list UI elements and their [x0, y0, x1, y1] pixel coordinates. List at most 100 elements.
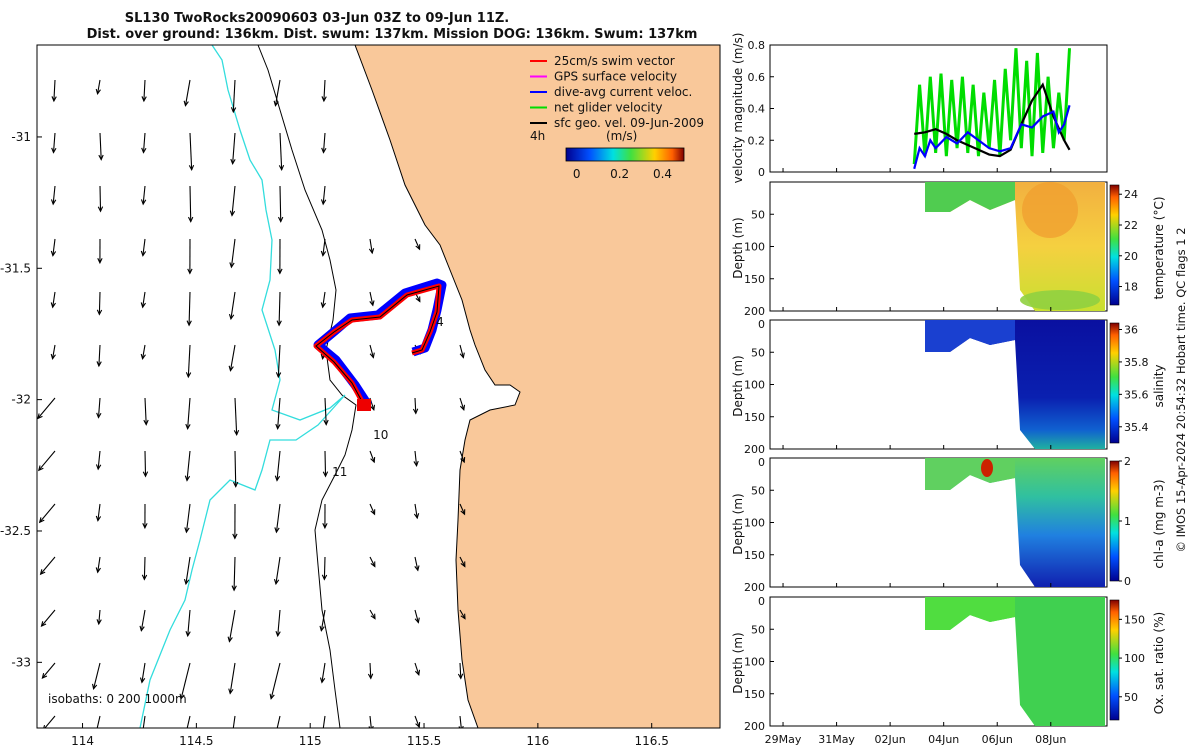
current-arrowhead [179, 693, 185, 700]
current-arrowhead [369, 352, 375, 359]
current-arrowhead [43, 724, 48, 728]
current-arrow [369, 609, 376, 619]
current-arrow [323, 79, 326, 102]
current-arrowhead [139, 677, 146, 684]
depth-tick-label: 50 [751, 346, 765, 359]
current-arrowhead [269, 693, 275, 700]
temperature-ylabel: Depth (m) [731, 217, 745, 278]
current-arrowhead [187, 268, 193, 275]
current-arrowhead [460, 613, 466, 620]
current-arrow [369, 291, 374, 306]
current-arrowhead [184, 475, 191, 482]
current-arrow [99, 185, 102, 212]
colorbar-tick-label: 24 [1124, 188, 1138, 201]
temperature-colorbar [1109, 184, 1120, 306]
depth-tick-label: 200 [744, 581, 765, 594]
current-arrow [52, 291, 56, 308]
current-arrowhead [278, 164, 285, 172]
current-arrowhead [230, 158, 236, 165]
current-arrow [276, 715, 281, 728]
current-arrowhead [142, 471, 149, 478]
colorbar-tick-label: 100 [1124, 652, 1145, 665]
current-arrow [93, 662, 101, 689]
oxygen-field [925, 597, 1105, 726]
current-arrowhead [369, 300, 375, 307]
chla-cb-label: chl-a (mg m-3) [1152, 479, 1166, 568]
current-arrowhead [322, 523, 328, 530]
oxygen-panel: Ox. sat. ratio (%) Depth (m) [731, 596, 1166, 727]
current-arrowhead [228, 688, 234, 695]
depth-tick-label: 100 [744, 379, 765, 392]
current-arrowhead [141, 729, 145, 734]
current-arrow [459, 556, 466, 567]
current-arrowhead [370, 456, 376, 464]
current-arrowhead [460, 561, 466, 568]
current-arrow [52, 132, 56, 153]
current-arrowhead [460, 456, 466, 464]
map-ytick-label: -32 [11, 393, 31, 407]
current-arrowhead [50, 199, 57, 206]
current-arrowhead [229, 741, 233, 746]
current-arrowhead [188, 164, 195, 172]
chla-panel: chl-a (mg m-3) Depth (m) [731, 457, 1166, 588]
current-arrowhead [460, 509, 466, 516]
chart-subtitle: Dist. over ground: 136km. Dist. swum: 13… [87, 27, 698, 42]
map-frame [36, 44, 721, 729]
current-arrowhead [186, 320, 192, 327]
temperature-cb-label: temperature (°C) [1152, 197, 1166, 300]
legend-entry: net glider velocity [554, 101, 662, 115]
current-arrow [414, 238, 421, 250]
current-arrowhead [320, 302, 326, 309]
oxygen-cb-label: Ox. sat. ratio (%) [1152, 612, 1166, 714]
time-tick-label: 08Jun [1035, 733, 1066, 746]
current-arrow [98, 609, 101, 624]
chart-title: SL130 TwoRocks20090603 03-Jun 03Z to 09-… [125, 11, 510, 26]
current-arrow [232, 79, 236, 112]
current-arrow [187, 609, 191, 636]
current-arrowhead [275, 631, 281, 638]
current-arrowhead [414, 565, 420, 572]
current-arrowhead [370, 613, 376, 620]
current-arrowhead [228, 365, 234, 372]
velocity-ytick-label: 0 [758, 166, 765, 179]
track-day-label: 11 [332, 465, 347, 479]
current-arrow [143, 79, 146, 102]
current-arrowhead [277, 268, 283, 275]
current-arrowhead [321, 147, 327, 154]
current-arrow [277, 609, 281, 636]
current-arrow [52, 238, 56, 256]
current-arrow [39, 503, 56, 523]
velocity-series-line [912, 48, 1072, 165]
salinity-colorbar [1109, 322, 1120, 444]
current-arrow [142, 291, 146, 308]
depth-tick-label: 200 [744, 443, 765, 456]
current-arrowhead [274, 475, 281, 482]
colorbar-unit: (m/s) [606, 129, 637, 143]
current-arrowhead [92, 683, 98, 691]
current-arrowhead [415, 296, 421, 303]
chla-ylabel: Depth (m) [731, 493, 745, 554]
speed-colorbar [565, 147, 685, 162]
current-arrowhead [139, 625, 145, 632]
current-arrow [142, 344, 146, 359]
velocity-ytick-label: 0.4 [748, 103, 766, 116]
current-arrow [187, 397, 191, 429]
current-arrow [234, 397, 238, 435]
current-arrow [141, 662, 146, 683]
current-arrow [369, 238, 373, 254]
legend-entry: 25cm/s swim vector [554, 54, 675, 68]
current-arrow [322, 715, 326, 728]
current-arrowhead [233, 429, 240, 437]
track-line [315, 285, 440, 408]
current-arrow [278, 291, 281, 326]
map-x-axis: 114 114.5 115 115.5 116 116.5 [71, 723, 669, 748]
current-arrow [324, 397, 327, 425]
current-arrowhead [227, 636, 233, 643]
current-arrow [186, 715, 191, 728]
current-arrowhead [143, 419, 149, 426]
depth-tick-label: 0 [758, 456, 765, 469]
current-arrowhead [275, 423, 281, 430]
colorbar-tick-label: 150 [1124, 613, 1145, 626]
current-arrow [321, 662, 326, 683]
current-arrow [414, 609, 419, 623]
